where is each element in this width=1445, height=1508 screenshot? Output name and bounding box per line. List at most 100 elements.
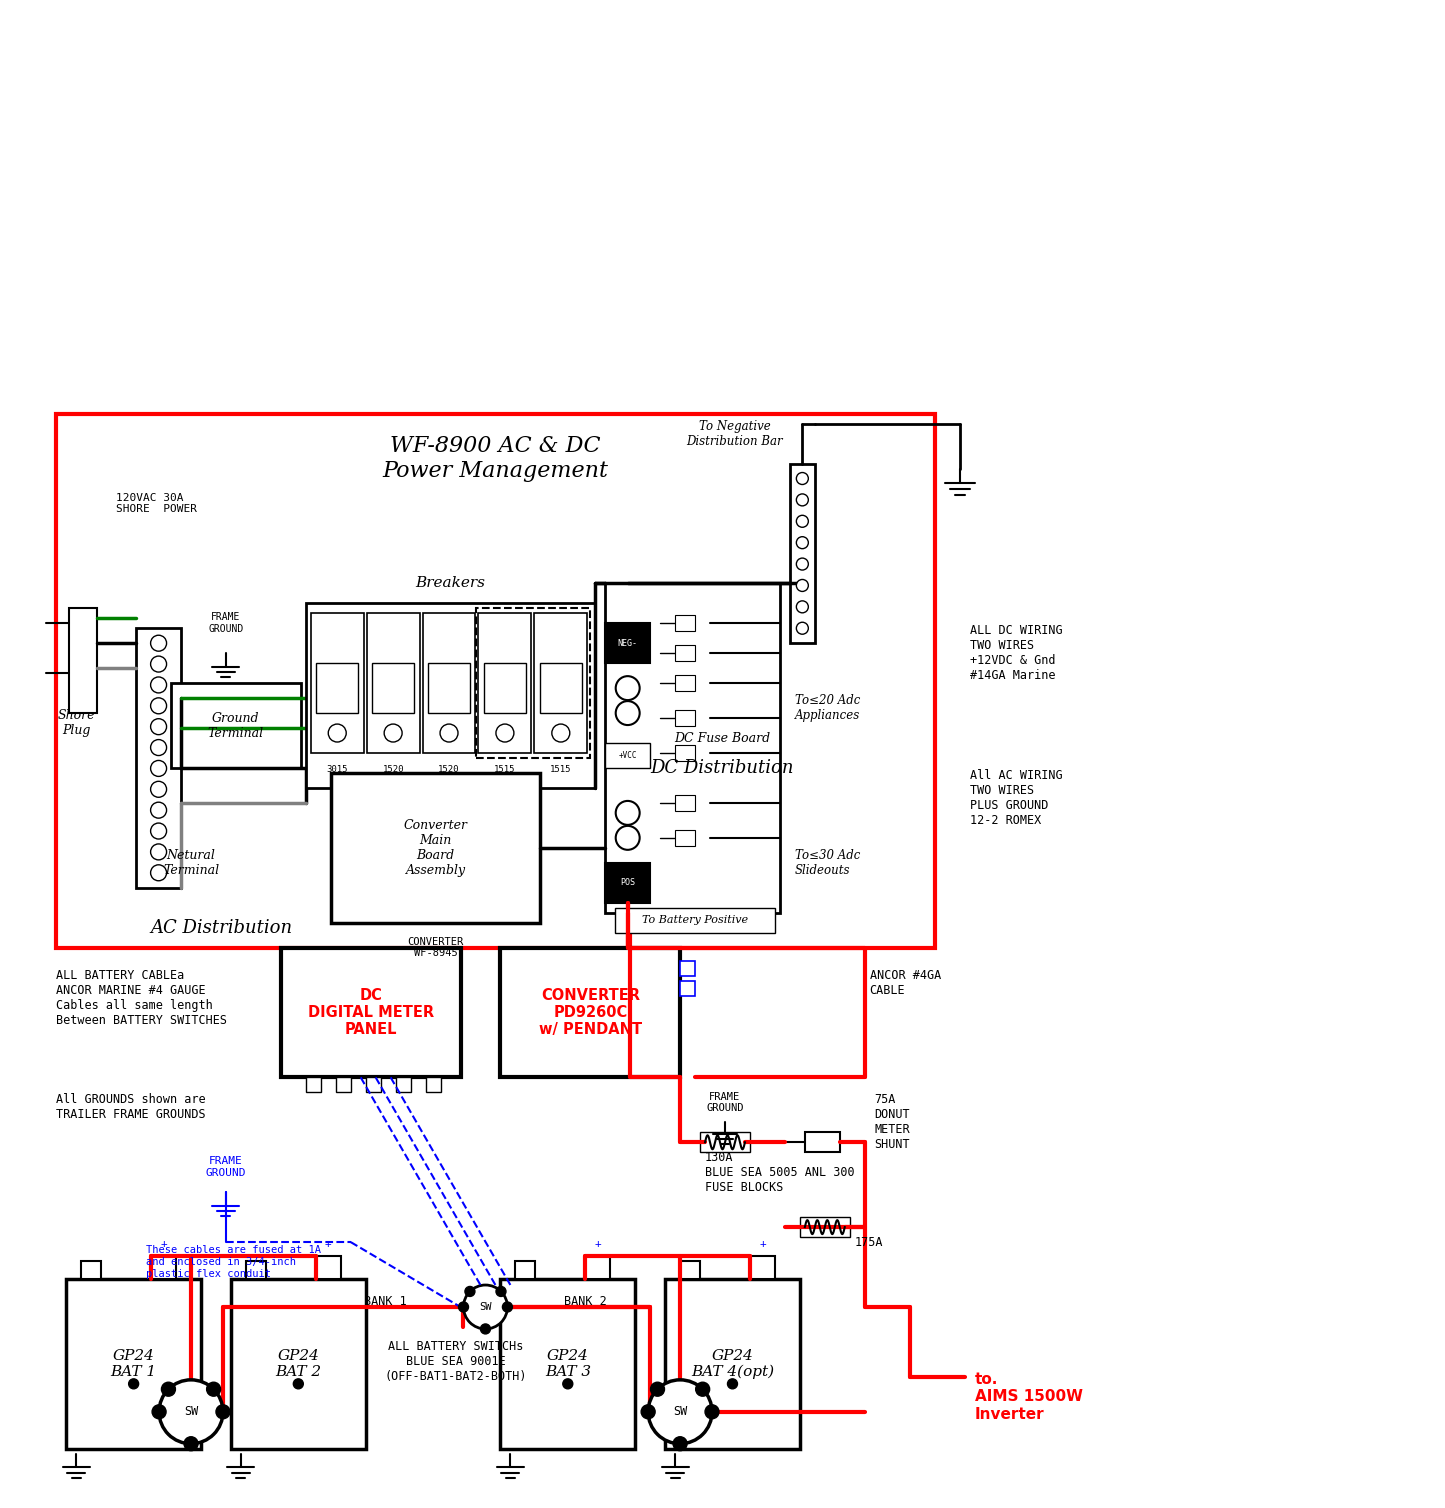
Circle shape: [616, 801, 640, 825]
Bar: [681, 980, 695, 995]
Bar: [396, 1077, 410, 1092]
Text: DC Fuse Board: DC Fuse Board: [675, 731, 770, 745]
Bar: [675, 615, 695, 632]
Bar: [246, 1261, 266, 1279]
Bar: [66, 1279, 201, 1449]
Circle shape: [705, 1405, 720, 1419]
Bar: [790, 463, 815, 644]
Bar: [171, 683, 301, 768]
Circle shape: [150, 802, 166, 819]
Polygon shape: [695, 743, 709, 762]
Polygon shape: [695, 614, 709, 632]
Bar: [540, 664, 582, 713]
Bar: [585, 1256, 610, 1279]
Bar: [316, 1256, 341, 1279]
Text: 1515: 1515: [551, 766, 572, 775]
Circle shape: [384, 724, 402, 742]
Text: GP24
BAT 1: GP24 BAT 1: [111, 1348, 156, 1378]
Bar: [366, 1077, 380, 1092]
Text: Netural
Terminal: Netural Terminal: [163, 849, 220, 876]
Bar: [605, 623, 650, 664]
Bar: [56, 413, 935, 947]
Text: All GROUNDS shown are
TRAILER FRAME GROUNDS: All GROUNDS shown are TRAILER FRAME GROU…: [56, 1093, 205, 1122]
Text: 120VAC 30A
SHORE  POWER: 120VAC 30A SHORE POWER: [116, 493, 197, 514]
Text: GP24
BAT 2: GP24 BAT 2: [275, 1348, 321, 1378]
Circle shape: [150, 698, 166, 713]
Bar: [675, 676, 695, 691]
Text: 1520: 1520: [438, 766, 460, 775]
Text: Ground
Terminal: Ground Terminal: [208, 712, 264, 739]
Text: To≤20 Adc
Appliances: To≤20 Adc Appliances: [795, 694, 860, 722]
Bar: [316, 664, 358, 713]
Text: 1515: 1515: [494, 766, 516, 775]
Bar: [306, 603, 595, 789]
Text: to.
AIMS 1500W
Inverter: to. AIMS 1500W Inverter: [974, 1372, 1082, 1422]
Text: Shore
Plug: Shore Plug: [58, 709, 95, 737]
Circle shape: [293, 1378, 303, 1389]
Bar: [681, 1261, 699, 1279]
Text: CONVERTER
WF-8945: CONVERTER WF-8945: [407, 936, 464, 959]
Bar: [500, 1279, 636, 1449]
Bar: [152, 1256, 176, 1279]
Circle shape: [796, 579, 808, 591]
Polygon shape: [695, 709, 709, 727]
Bar: [675, 710, 695, 725]
Circle shape: [562, 1378, 572, 1389]
Circle shape: [650, 1383, 665, 1396]
Circle shape: [150, 864, 166, 881]
Circle shape: [441, 724, 458, 742]
Text: FRAME
GROUND: FRAME GROUND: [205, 1157, 246, 1178]
Circle shape: [503, 1301, 513, 1312]
Circle shape: [796, 495, 808, 505]
Text: To≤30 Adc
Slideouts: To≤30 Adc Slideouts: [795, 849, 860, 876]
Text: +: +: [325, 1240, 332, 1249]
Text: 130A
BLUE SEA 5005 ANL 300
FUSE BLOCKS: 130A BLUE SEA 5005 ANL 300 FUSE BLOCKS: [705, 1151, 854, 1194]
Circle shape: [150, 635, 166, 651]
Bar: [422, 614, 475, 752]
Text: +: +: [594, 1240, 601, 1249]
Bar: [675, 795, 695, 811]
Bar: [81, 1261, 101, 1279]
Circle shape: [796, 537, 808, 549]
Text: 1520: 1520: [383, 766, 405, 775]
Bar: [750, 1256, 775, 1279]
Text: BANK 2: BANK 2: [564, 1295, 607, 1309]
Text: All AC WIRING
TWO WIRES
PLUS GROUND
12-2 ROMEX: All AC WIRING TWO WIRES PLUS GROUND 12-2…: [970, 769, 1062, 826]
Bar: [616, 908, 775, 932]
Text: 175A: 175A: [855, 1235, 883, 1249]
Text: 75A
DONUT
METER
SHUNT: 75A DONUT METER SHUNT: [874, 1093, 910, 1151]
Bar: [605, 863, 650, 903]
Bar: [428, 664, 470, 713]
Circle shape: [150, 844, 166, 860]
Circle shape: [162, 1383, 175, 1396]
Circle shape: [481, 1324, 490, 1335]
Circle shape: [796, 623, 808, 635]
Bar: [280, 947, 461, 1077]
Text: GP24
BAT 4(opt): GP24 BAT 4(opt): [691, 1348, 775, 1380]
Text: NEG-: NEG-: [617, 639, 637, 648]
Text: WF-8900 AC & DC
Power Management: WF-8900 AC & DC Power Management: [383, 434, 608, 483]
Text: DC
DIGITAL METER
PANEL: DC DIGITAL METER PANEL: [308, 988, 433, 1038]
Text: ALL BATTERY SWITCHs
BLUE SEA 9001E
(OFF-BAT1-BAT2-BOTH): ALL BATTERY SWITCHs BLUE SEA 9001E (OFF-…: [384, 1341, 527, 1383]
Circle shape: [150, 656, 166, 673]
Text: To Negative
Distribution Bar: To Negative Distribution Bar: [686, 419, 783, 448]
Circle shape: [616, 701, 640, 725]
Circle shape: [796, 558, 808, 570]
Text: +: +: [160, 1240, 168, 1249]
Circle shape: [465, 1286, 475, 1297]
Bar: [805, 1133, 840, 1152]
Bar: [231, 1279, 366, 1449]
Text: CONVERTER
PD9260C
w/ PENDANT: CONVERTER PD9260C w/ PENDANT: [539, 988, 642, 1038]
Circle shape: [150, 739, 166, 756]
Text: ALL DC WIRING
TWO WIRES
+12VDC & Gnd
#14GA Marine: ALL DC WIRING TWO WIRES +12VDC & Gnd #14…: [970, 624, 1062, 682]
Bar: [675, 829, 695, 846]
Polygon shape: [695, 674, 709, 692]
Circle shape: [695, 1383, 709, 1396]
Circle shape: [150, 677, 166, 694]
Circle shape: [150, 760, 166, 777]
Circle shape: [673, 1437, 686, 1451]
Polygon shape: [695, 829, 709, 847]
Bar: [699, 1133, 750, 1152]
Bar: [306, 1077, 321, 1092]
Text: Converter
Main
Board
Assembly: Converter Main Board Assembly: [403, 819, 468, 876]
